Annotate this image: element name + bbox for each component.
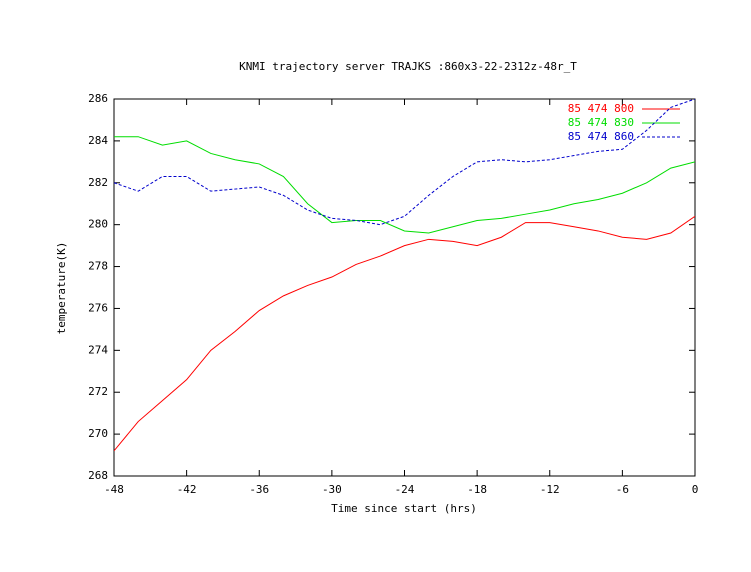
y-tick-label: 268 xyxy=(88,469,108,482)
x-tick-label: -18 xyxy=(467,483,487,496)
x-tick-label: -24 xyxy=(395,483,415,496)
y-tick-label: 276 xyxy=(88,301,108,314)
series-line xyxy=(114,136,695,234)
y-tick-label: 274 xyxy=(88,343,108,356)
y-tick-label: 284 xyxy=(88,134,108,147)
x-tick-label: -42 xyxy=(177,483,197,496)
y-tick-label: 272 xyxy=(88,385,108,398)
y-tick-label: 278 xyxy=(88,260,108,273)
x-axis-label: Time since start (hrs) xyxy=(331,502,477,515)
legend-label: 85 474 800 xyxy=(568,102,634,115)
x-tick-label: -6 xyxy=(616,483,629,496)
x-tick-label: -30 xyxy=(322,483,342,496)
y-axis-label: temperature(K) xyxy=(55,242,68,335)
series-line xyxy=(114,99,695,226)
legend-label: 85 474 830 xyxy=(568,116,634,129)
x-tick-label: -48 xyxy=(104,483,124,496)
y-tick-label: 270 xyxy=(88,427,108,440)
legend-label: 85 474 860 xyxy=(568,130,634,143)
x-tick-label: -36 xyxy=(249,483,269,496)
y-tick-label: 282 xyxy=(88,176,108,189)
x-tick-label: 0 xyxy=(692,483,699,496)
y-tick-label: 280 xyxy=(88,218,108,231)
y-tick-label: 286 xyxy=(88,92,108,105)
plot-frame xyxy=(113,98,696,477)
x-tick-label: -12 xyxy=(540,483,560,496)
series-line xyxy=(114,215,695,452)
chart-title: KNMI trajectory server TRAJKS :860x3-22-… xyxy=(239,60,577,73)
